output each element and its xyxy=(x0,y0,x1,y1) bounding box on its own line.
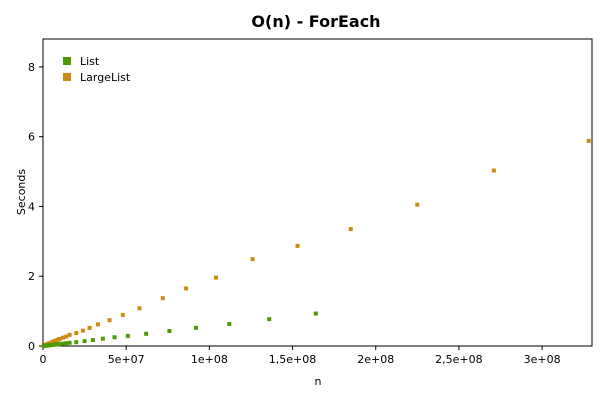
list-point xyxy=(227,322,232,327)
largelist-point xyxy=(64,334,69,339)
largelist-point xyxy=(60,335,65,340)
largelist-point xyxy=(107,318,112,323)
list-point xyxy=(144,331,149,336)
list-point xyxy=(267,317,272,322)
largelist-point xyxy=(250,257,255,262)
y-tick-label: 6 xyxy=(28,131,35,144)
largelist-point xyxy=(95,322,100,327)
x-tick-label: 1e+08 xyxy=(191,353,228,366)
largelist-point xyxy=(137,306,142,311)
list-point xyxy=(74,340,79,345)
largelist-point xyxy=(348,227,353,232)
list-point xyxy=(60,341,65,346)
list-point xyxy=(125,333,130,338)
y-axis-label: Seconds xyxy=(15,169,28,215)
list-point xyxy=(112,335,117,340)
chart-title: O(n) - ForEach xyxy=(251,12,380,31)
legend-swatch-largelist xyxy=(63,73,71,81)
largelist-point xyxy=(67,332,72,337)
x-tick-label: 1,5e+08 xyxy=(269,353,316,366)
x-tick-label: 3e+08 xyxy=(524,353,561,366)
largelist-point xyxy=(491,168,496,173)
largelist-point xyxy=(57,337,62,342)
largelist-point xyxy=(120,312,125,317)
list-point xyxy=(82,339,87,344)
y-tick-label: 2 xyxy=(28,270,35,283)
list-point xyxy=(64,341,69,346)
y-tick-label: 0 xyxy=(28,340,35,353)
largelist-point xyxy=(184,286,189,291)
y-tick-label: 4 xyxy=(28,200,35,213)
largelist-point xyxy=(415,202,420,207)
list-point xyxy=(100,336,105,341)
x-axis: 0 5e+07 1e+08 1,5e+08 2e+08 2,5e+08 3e+08 xyxy=(40,346,561,366)
legend: List LargeList xyxy=(63,55,131,84)
list-point xyxy=(167,329,172,333)
largelist-point xyxy=(295,243,300,248)
largelist-point xyxy=(214,275,219,280)
x-tick-label: 0 xyxy=(40,353,47,366)
list-point xyxy=(57,342,62,347)
x-tick-label: 5e+07 xyxy=(108,353,145,366)
list-point xyxy=(90,338,95,343)
list-point xyxy=(313,311,318,316)
legend-label-largelist: LargeList xyxy=(80,71,131,84)
largelist-point xyxy=(586,138,591,143)
plot-area xyxy=(42,38,593,347)
largelist-point xyxy=(87,325,92,330)
largelist-point xyxy=(80,328,85,333)
list-point xyxy=(67,340,72,345)
legend-swatch-list xyxy=(63,57,71,65)
y-axis: 0 2 4 6 8 xyxy=(28,61,43,353)
y-tick-label: 8 xyxy=(28,61,35,74)
x-tick-label: 2e+08 xyxy=(357,353,394,366)
legend-label-list: List xyxy=(80,55,100,68)
x-axis-label: n xyxy=(315,375,322,388)
list-point xyxy=(194,325,199,330)
x-tick-label: 2,5e+08 xyxy=(435,353,482,366)
largelist-point xyxy=(160,296,165,301)
data-points xyxy=(41,138,591,348)
largelist-point xyxy=(74,331,79,336)
